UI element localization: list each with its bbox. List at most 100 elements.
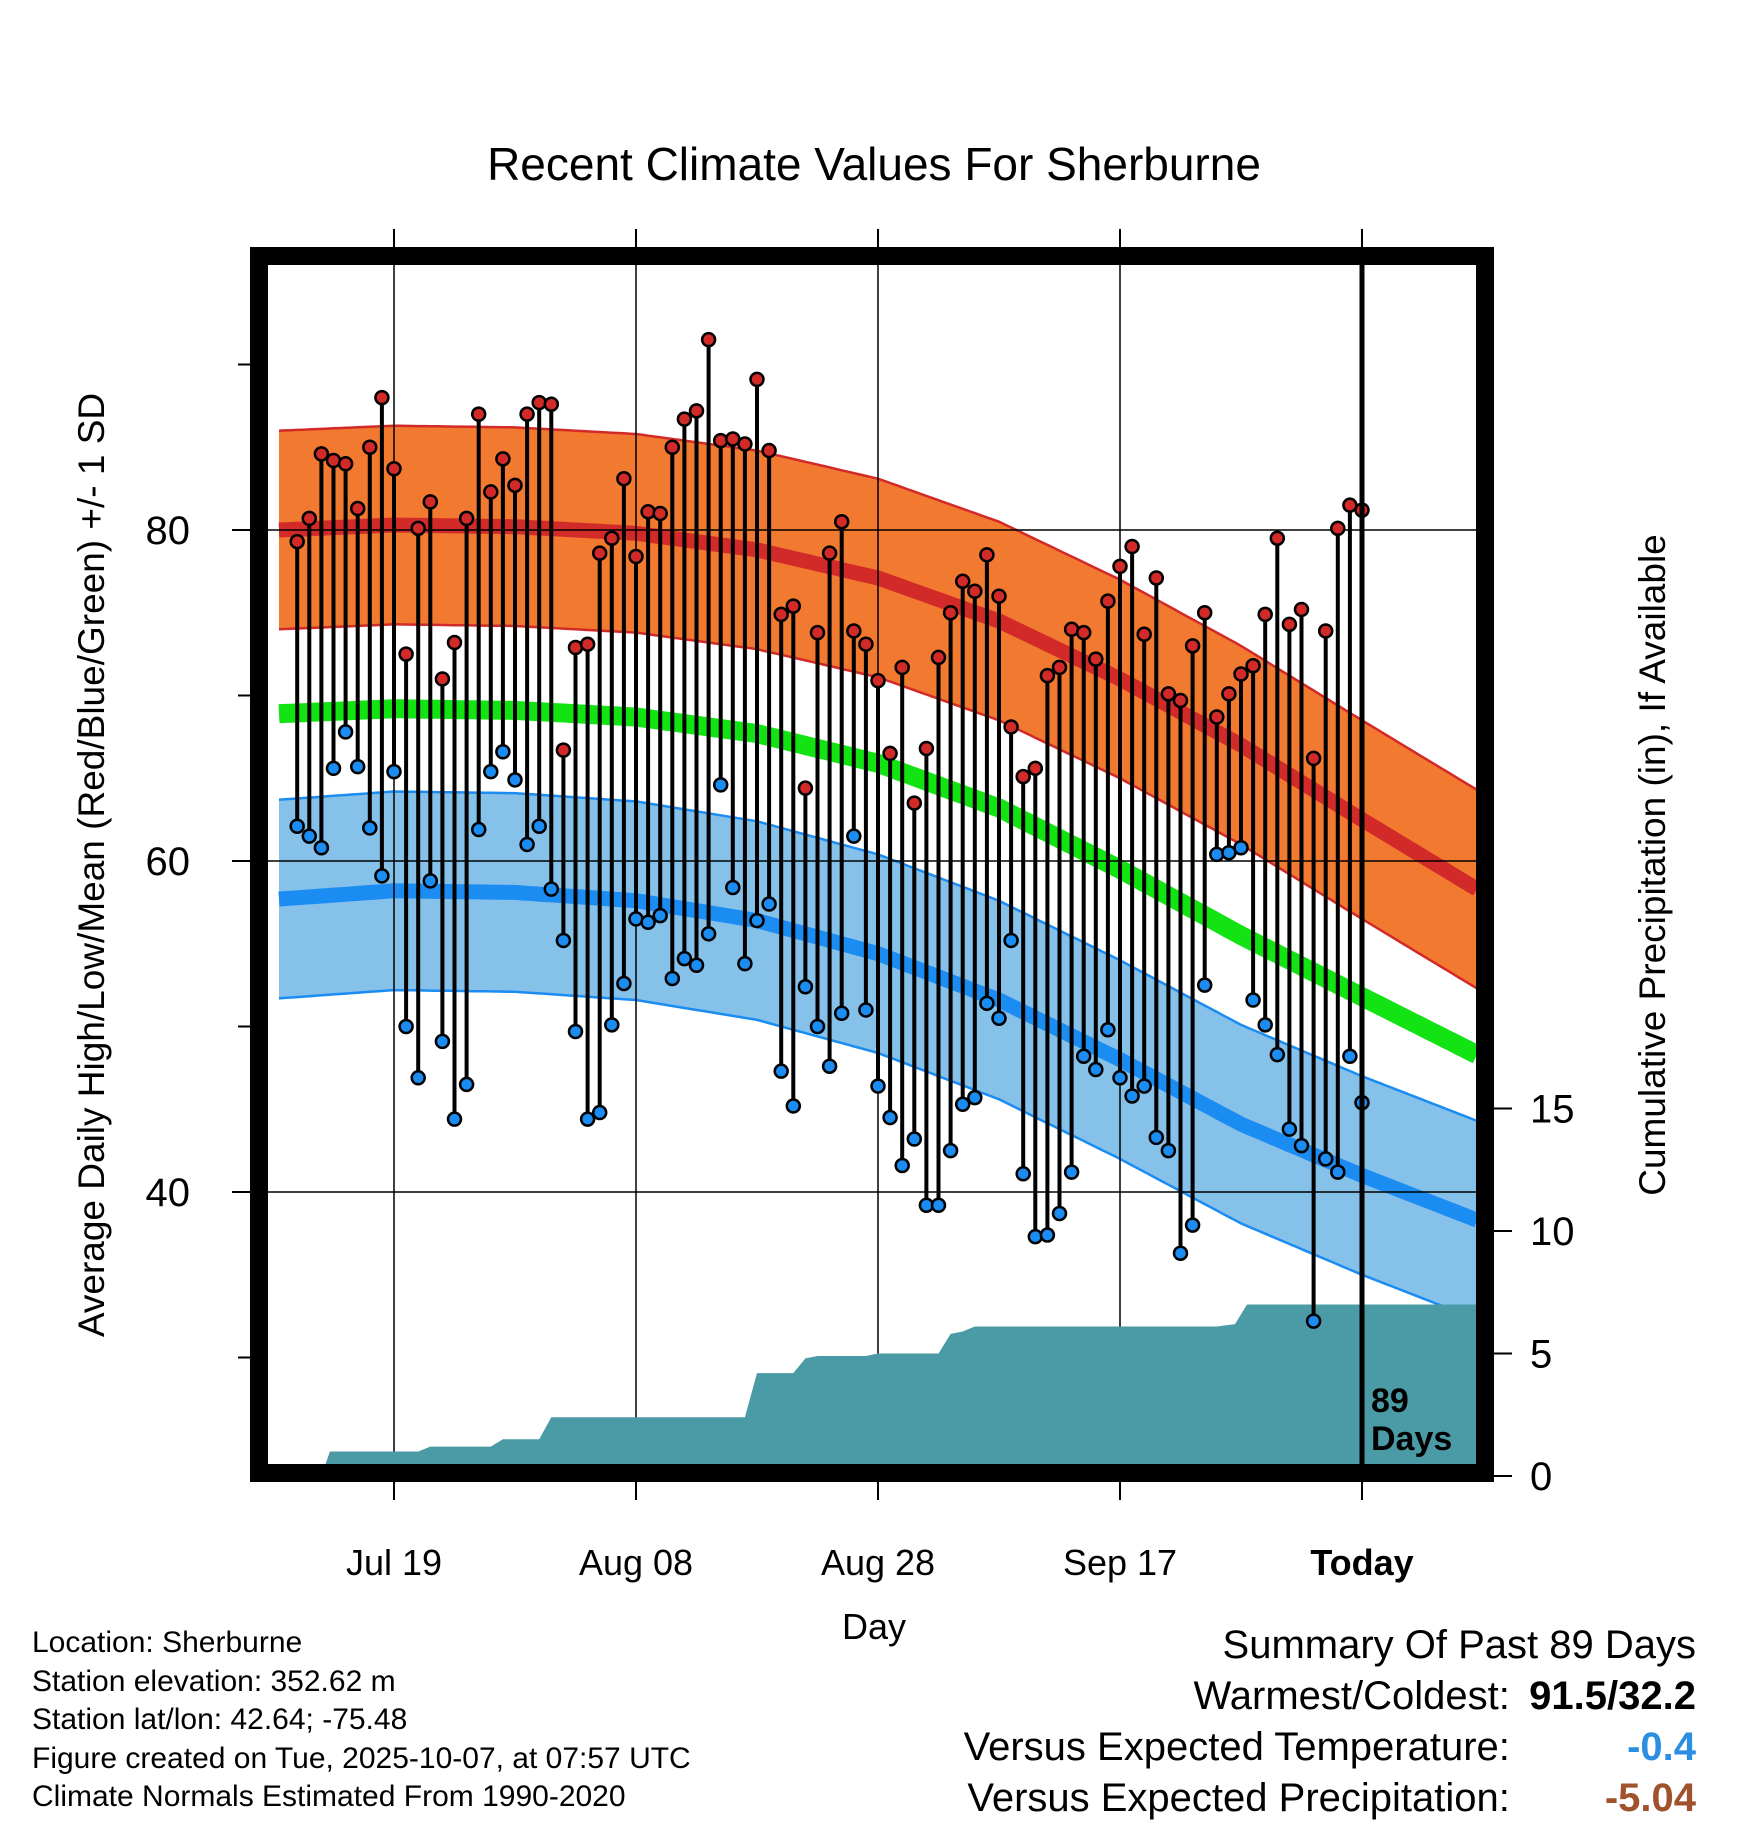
daily-low-dot [422,873,439,889]
daily-high-dot [1196,605,1213,621]
daily-high-dot [604,530,620,547]
warm-cold-row: Warmest/Coldest: 91.5/32.2 [964,1671,1697,1722]
daily-high-dot [1245,657,1261,674]
daily-high-dot [289,533,305,550]
daily-low-dot [1305,1313,1322,1329]
x-tick-label: Sep 17 [1063,1542,1177,1583]
daily-high-dot [991,588,1007,604]
daily-high-dot [797,780,814,796]
daily-high-dot [410,520,426,537]
daily-low-dot [1245,992,1261,1008]
daily-low-dot [349,758,366,775]
daily-low-dot [604,1017,620,1033]
days-word-label: Days [1371,1420,1452,1458]
elevation-line: Station elevation: 352.62 m [32,1664,396,1698]
daily-low-dot [458,1076,475,1093]
daily-low-dot [1330,1164,1346,1180]
daily-range-stems [295,339,1364,1322]
daily-low-dot [337,724,354,740]
daily-high-dot [434,671,451,687]
daily-high-dot [930,649,947,666]
daily-low-dot [979,995,995,1012]
daily-high-dot [1112,558,1128,575]
daily-low-dot [749,912,765,929]
daily-low-dot [882,1109,898,1126]
daily-low-dot [301,828,318,844]
daily-high-dot [688,403,705,419]
daily-high-dot [1136,626,1152,643]
daily-low-dot [362,820,378,836]
daily-high-dot [398,646,414,662]
daily-high-dot [1075,624,1092,641]
y-left-tick-label: 60 [146,840,191,884]
daily-low-dot [434,1033,451,1050]
daily-low-dot [894,1157,910,1174]
normals-line: Climate Normals Estimated From 1990-2020 [32,1780,626,1813]
daily-low-dot [313,840,330,856]
latlon-line: Station lat/lon: 42.64; -75.48 [32,1703,408,1736]
daily-low-dot [374,868,390,884]
daily-low-dot [1281,1121,1298,1137]
daily-high-dot [676,411,693,427]
created-line: Figure created on Tue, 2025-10-07, at 07… [32,1741,691,1775]
temp-departure-label: Versus Expected Temperature: [963,1725,1510,1769]
daily-high-dot [1051,659,1068,676]
daily-high-dot [1305,750,1322,767]
daily-high-dot [1100,593,1116,609]
daily-high-dot [313,446,330,462]
daily-high-dot [1317,623,1334,639]
daily-high-dot [349,500,366,517]
daily-low-dot [567,1023,584,1040]
high-sd-band [279,425,1476,988]
daily-high-dot [906,795,923,811]
daily-high-dot [942,605,959,621]
y-right-tick-label: 10 [1530,1210,1575,1254]
daily-high-dot [579,636,596,652]
daily-low-dot [761,896,777,912]
daily-low-dot [1233,840,1249,856]
daily-low-dot [531,818,547,834]
daily-low-dot [1148,1129,1165,1146]
low-sd-band [279,791,1476,1320]
daily-low-dot [1172,1245,1189,1261]
daily-high-dot [1221,686,1237,702]
daily-low-dot [688,957,705,974]
daily-low-dot [495,744,511,760]
warm-cold-value: 91.5/32.2 [1529,1674,1696,1718]
daily-low-dot [579,1111,596,1127]
daily-high-dot [362,439,378,455]
daily-low-dot [1051,1205,1068,1222]
daily-high-dot [374,389,390,406]
precip-departure-value: -5.04 [1604,1776,1696,1820]
daily-low-dot [967,1089,983,1106]
daily-low-dot [410,1070,426,1086]
daily-low-dot [1257,1017,1273,1033]
daily-low-dot [1039,1227,1056,1243]
daily-low-dot [386,763,402,780]
warm-cold-label: Warmest/Coldest: [1193,1674,1510,1718]
daily-high-dot [773,606,789,623]
daily-low-dot [555,932,572,949]
x-tick-label: Today [1310,1542,1413,1583]
daily-high-dot [519,406,535,422]
daily-low-dot [954,1096,971,1113]
daily-low-dot [725,879,741,896]
days-count-label: 89 [1371,1382,1409,1420]
daily-low-dot [1160,1142,1177,1159]
daily-low-dot [652,907,668,924]
daily-high-dot [1209,709,1225,725]
daily-low-dot [870,1078,886,1094]
daily-high-dot [652,505,668,522]
daily-low-dot [833,1005,850,1022]
daily-high-dot [894,659,910,676]
precipitation-area [325,1304,1476,1464]
daily-high-dot [422,494,439,510]
x-axis-label: Day [842,1606,906,1647]
daily-high-dot [337,456,354,472]
daily-low-dot [1100,1022,1116,1038]
x-tick-label: Aug 28 [821,1542,935,1583]
precip-cumulative-area [325,1304,1476,1464]
daily-high-dot [470,406,487,422]
daily-high-dot [591,545,608,561]
daily-low-dot [846,828,862,844]
